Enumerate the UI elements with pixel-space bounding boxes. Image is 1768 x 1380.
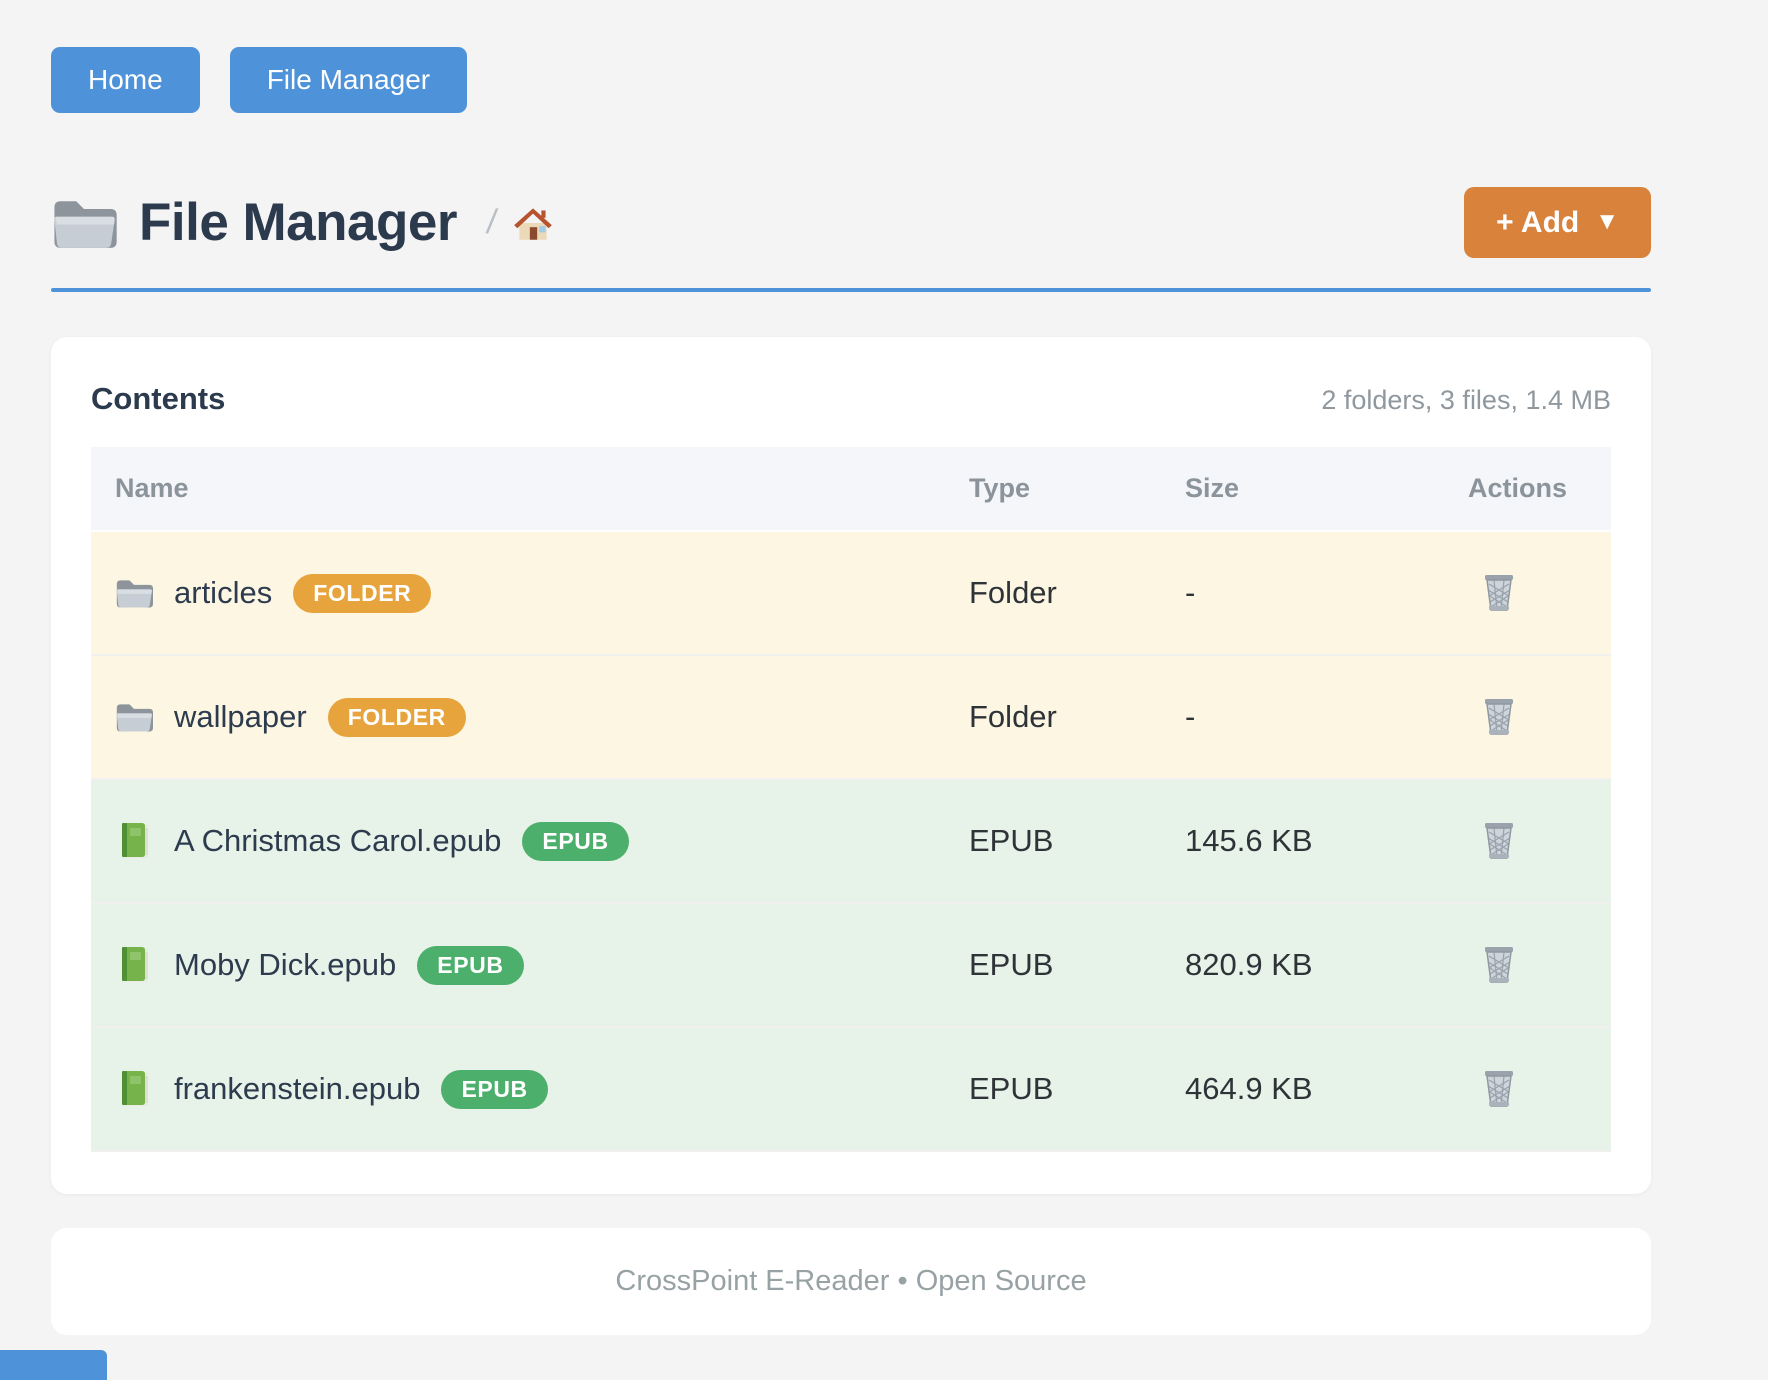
partially-visible-button[interactable] <box>0 1350 107 1380</box>
file-link[interactable]: frankenstein.epub EPUB <box>91 1069 969 1109</box>
column-header-size: Size <box>1185 447 1468 533</box>
folder-badge: FOLDER <box>293 573 432 613</box>
delete-button[interactable] <box>1476 938 1522 988</box>
caret-down-icon: ▼ <box>1595 208 1619 236</box>
footer: CrossPoint E-Reader • Open Source <box>51 1228 1651 1336</box>
size-cell: 464.9 KB <box>1185 1027 1468 1153</box>
book-icon <box>122 1071 148 1107</box>
breadcrumb-separator: / <box>484 203 500 242</box>
column-header-type: Type <box>969 447 1185 533</box>
file-name: Moby Dick.epub <box>174 947 397 983</box>
page-title: File Manager <box>139 193 457 253</box>
file-name: articles <box>174 575 273 611</box>
book-icon <box>122 947 148 983</box>
add-button[interactable]: + Add ▼ <box>1464 187 1651 259</box>
book-icon <box>122 823 148 859</box>
file-name: A Christmas Carol.epub <box>174 823 502 859</box>
folder-badge: FOLDER <box>327 697 466 737</box>
type-cell: EPUB <box>969 779 1185 905</box>
size-cell: - <box>1185 655 1468 781</box>
contents-card-header: Contents 2 folders, 3 files, 1.4 MB <box>91 381 1611 417</box>
trash-icon <box>1484 574 1514 611</box>
type-cell: Folder <box>969 531 1185 657</box>
delete-button[interactable] <box>1476 690 1522 740</box>
trash-icon <box>1484 946 1514 983</box>
file-name: wallpaper <box>174 699 307 735</box>
folder-icon <box>116 580 153 608</box>
epub-badge: EPUB <box>417 945 524 985</box>
type-cell: EPUB <box>969 1027 1185 1153</box>
type-cell: EPUB <box>969 903 1185 1029</box>
size-cell: - <box>1185 531 1468 657</box>
page-header: File Manager / + Add ▼ <box>51 187 1651 259</box>
epub-badge: EPUB <box>522 821 629 861</box>
file-link[interactable]: Moby Dick.epub EPUB <box>91 945 969 985</box>
top-navigation: Home File Manager <box>51 47 1651 114</box>
trash-icon <box>1484 1070 1514 1107</box>
file-link[interactable]: A Christmas Carol.epub EPUB <box>91 821 969 861</box>
folder-icon <box>116 704 153 732</box>
page: Home File Manager File Manager / + Add ▼… <box>51 0 1651 1336</box>
folder-link[interactable]: wallpaper FOLDER <box>91 697 969 737</box>
table-row: articles FOLDER Folder - <box>91 531 1611 657</box>
folder-link[interactable]: articles FOLDER <box>91 573 969 613</box>
table-row: Moby Dick.epub EPUB EPUB 820.9 KB <box>91 903 1611 1029</box>
trash-icon <box>1484 822 1514 859</box>
header-divider <box>51 288 1651 293</box>
table-row: wallpaper FOLDER Folder - <box>91 655 1611 781</box>
delete-button[interactable] <box>1476 566 1522 616</box>
folder-icon <box>54 200 117 248</box>
footer-text: CrossPoint E-Reader • Open Source <box>615 1265 1087 1298</box>
column-header-actions: Actions <box>1468 447 1611 533</box>
trash-icon <box>1484 698 1514 735</box>
delete-button[interactable] <box>1476 1062 1522 1112</box>
file-manager-button[interactable]: File Manager <box>229 47 468 114</box>
column-header-name: Name <box>91 447 969 533</box>
table-header-row: Name Type Size Actions <box>91 447 1611 533</box>
size-cell: 145.6 KB <box>1185 779 1468 905</box>
home-icon[interactable] <box>510 201 556 245</box>
contents-table: Name Type Size Actions articles FOLDER F… <box>91 447 1611 1153</box>
add-button-label: + Add <box>1496 206 1580 240</box>
contents-summary: 2 folders, 3 files, 1.4 MB <box>1321 385 1611 416</box>
delete-button[interactable] <box>1476 814 1522 864</box>
contents-card: Contents 2 folders, 3 files, 1.4 MB Name… <box>51 337 1651 1195</box>
type-cell: Folder <box>969 655 1185 781</box>
file-name: frankenstein.epub <box>174 1071 421 1107</box>
table-row: A Christmas Carol.epub EPUB EPUB 145.6 K… <box>91 779 1611 905</box>
contents-heading: Contents <box>91 381 226 417</box>
home-button[interactable]: Home <box>51 47 200 114</box>
epub-badge: EPUB <box>441 1069 548 1109</box>
size-cell: 820.9 KB <box>1185 903 1468 1029</box>
table-row: frankenstein.epub EPUB EPUB 464.9 KB <box>91 1027 1611 1153</box>
